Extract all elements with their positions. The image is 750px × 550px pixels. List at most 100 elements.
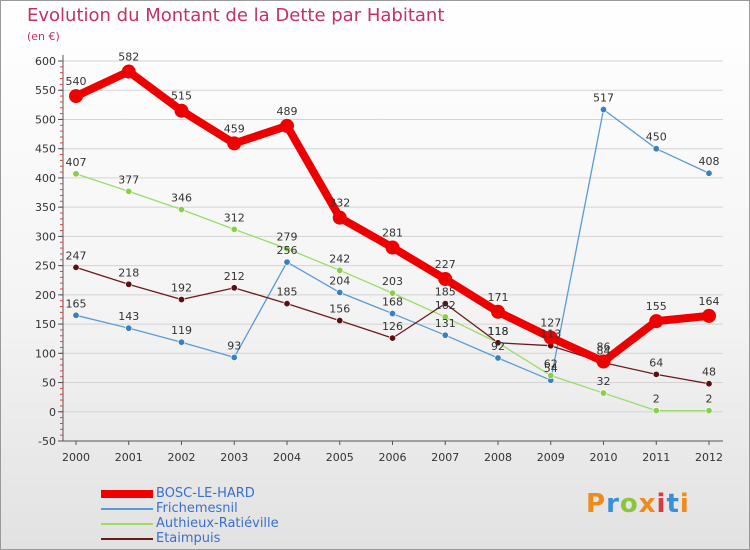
data-point [385, 240, 400, 255]
data-label: 156 [329, 303, 350, 316]
data-label: 489 [277, 105, 298, 118]
legend-item: Etaimpuis [101, 531, 361, 546]
legend-label: Frichemesnil [156, 501, 238, 516]
y-tick-label: 0 [49, 406, 56, 419]
data-label: 62 [544, 358, 558, 371]
data-point [705, 169, 713, 177]
data-label: 247 [66, 249, 87, 262]
y-tick-label: 300 [35, 230, 56, 243]
x-tick-label: 2001 [115, 451, 143, 464]
data-point [336, 266, 344, 274]
x-tick-label: 2008 [484, 451, 512, 464]
data-point [230, 225, 238, 233]
data-label: 54 [544, 362, 558, 375]
data-label: 212 [224, 270, 245, 283]
x-tick-label: 2006 [379, 451, 407, 464]
data-label: 192 [171, 282, 192, 295]
y-tick-label: 100 [35, 347, 56, 360]
data-point [72, 170, 80, 178]
x-tick-label: 2009 [537, 451, 565, 464]
y-tick-label: 600 [35, 55, 56, 68]
data-label: 256 [277, 244, 298, 257]
data-point [178, 205, 186, 213]
data-point [705, 380, 713, 388]
data-label: 168 [382, 296, 403, 309]
legend-swatch [101, 523, 153, 525]
data-point [332, 210, 347, 225]
data-label: 171 [488, 291, 509, 304]
data-label: 164 [699, 295, 720, 308]
data-label: 127 [540, 317, 561, 330]
data-point [283, 300, 291, 308]
data-point [125, 280, 133, 288]
data-point [652, 370, 660, 378]
y-tick-label: 550 [35, 84, 56, 97]
data-point [69, 89, 83, 104]
legend-item: BOSC-LE-HARD [101, 486, 361, 501]
data-label: 517 [593, 92, 614, 105]
y-tick-label: 50 [42, 377, 56, 390]
data-label: 203 [382, 275, 403, 288]
legend-item: Authieux-Ratiéville [101, 516, 361, 531]
x-tick-label: 2004 [273, 451, 301, 464]
data-label: 143 [118, 310, 139, 323]
data-label: 2 [653, 393, 660, 406]
data-point [280, 118, 294, 133]
data-point [178, 296, 186, 304]
data-point [230, 353, 238, 361]
x-tick-label: 2010 [590, 451, 618, 464]
data-label: 118 [488, 325, 509, 338]
data-label: 332 [329, 197, 350, 210]
x-tick-label: 2000 [62, 451, 90, 464]
logo-letter: i [679, 489, 690, 519]
logo-letter: o [619, 489, 639, 519]
data-point [438, 272, 453, 287]
chart-unit-label: (en €) [27, 30, 60, 43]
y-tick-label: 500 [35, 113, 56, 126]
data-point [283, 245, 291, 253]
data-point [125, 324, 133, 332]
data-point [599, 106, 607, 114]
data-label: 64 [649, 356, 663, 369]
data-point [227, 136, 242, 151]
data-label: 86 [597, 340, 611, 353]
data-point [336, 317, 344, 325]
chart-title: Evolution du Montant de la Dette par Hab… [27, 5, 445, 26]
data-label: 407 [66, 156, 87, 169]
logo-letter: r [606, 489, 620, 519]
data-label: 185 [435, 286, 456, 299]
data-point [441, 313, 449, 321]
data-label: 281 [382, 226, 403, 239]
y-tick-label: 450 [35, 143, 56, 156]
data-label: 459 [224, 122, 245, 135]
data-label: 450 [646, 131, 667, 144]
y-tick-label: -50 [38, 435, 56, 448]
data-point [652, 145, 660, 153]
legend-label: BOSC-LE-HARD [156, 486, 255, 501]
data-label: 218 [118, 266, 139, 279]
y-tick-label: 200 [35, 289, 56, 302]
x-tick-label: 2003 [220, 451, 248, 464]
data-point [649, 314, 664, 329]
proxiti-logo: Proxiti [586, 489, 690, 519]
data-label: 162 [435, 299, 456, 312]
data-label: 165 [66, 297, 87, 310]
legend-swatch [101, 508, 153, 510]
y-tick-label: 250 [35, 260, 56, 273]
data-point [491, 304, 505, 319]
data-label: 582 [118, 51, 139, 64]
data-label: 119 [171, 324, 192, 337]
logo-letter: P [586, 489, 607, 519]
data-point [599, 389, 607, 397]
legend-item: Frichemesnil [101, 501, 361, 516]
data-point [494, 339, 502, 347]
data-point [388, 334, 396, 342]
data-label: 48 [702, 366, 716, 379]
y-tick-label: 350 [35, 201, 56, 214]
data-point [543, 330, 558, 345]
data-point [702, 308, 716, 323]
x-tick-label: 2011 [642, 451, 670, 464]
data-label: 515 [171, 90, 192, 103]
x-tick-label: 2007 [431, 451, 459, 464]
